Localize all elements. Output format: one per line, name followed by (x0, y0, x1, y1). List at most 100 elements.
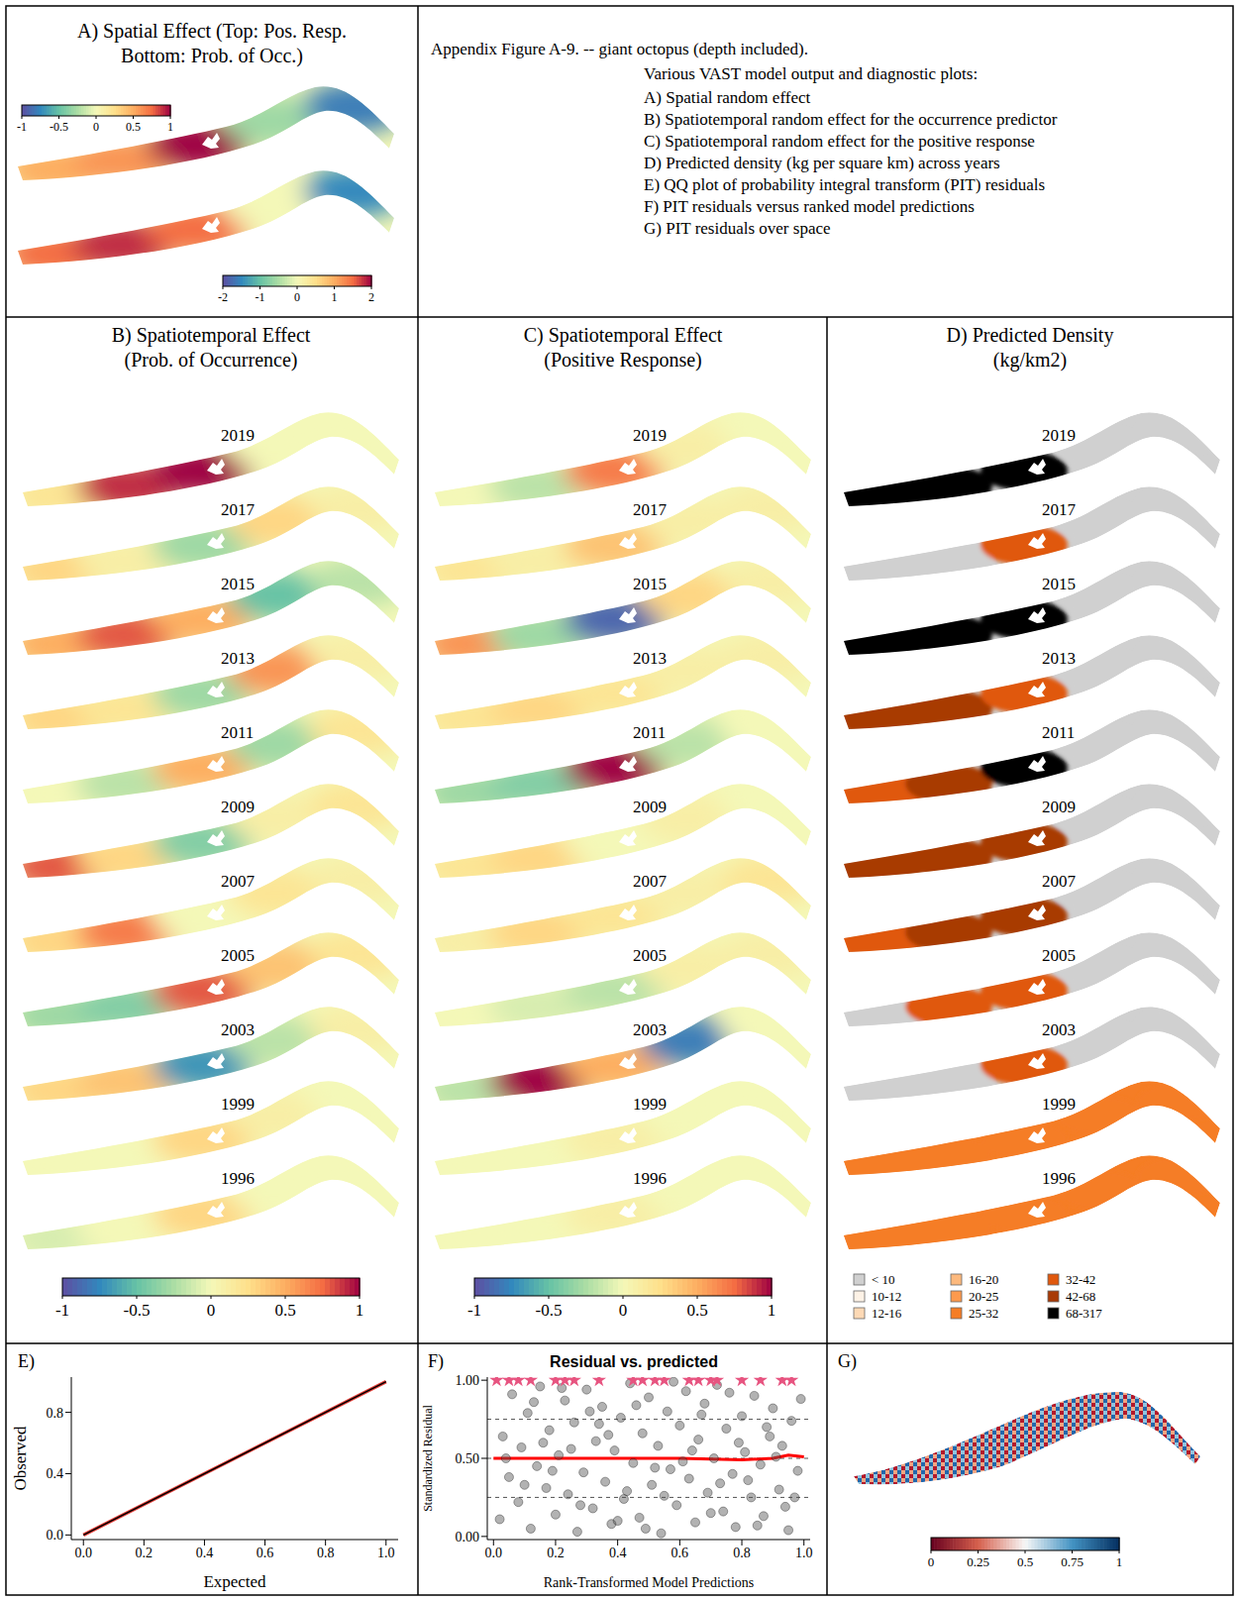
svg-text:0.5: 0.5 (1017, 1553, 1033, 1569)
svg-text:0.8: 0.8 (732, 1545, 751, 1560)
svg-text:1: 1 (1116, 1553, 1124, 1569)
svg-text:2011: 2011 (220, 722, 254, 742)
svg-text:12-16: 12-16 (871, 1305, 903, 1321)
svg-text:1999: 1999 (632, 1094, 667, 1114)
svg-text:2019: 2019 (220, 425, 255, 445)
svg-text:-1: -1 (255, 290, 266, 305)
svg-text:68-317: 68-317 (1065, 1305, 1103, 1321)
svg-text:2007: 2007 (1041, 871, 1077, 891)
svg-text:E) QQ plot of probability inte: E) QQ plot of probability integral trans… (643, 175, 1045, 195)
svg-text:1.0: 1.0 (795, 1545, 814, 1560)
svg-text:1996: 1996 (1041, 1168, 1076, 1188)
svg-text:0.4: 0.4 (196, 1545, 214, 1560)
svg-text:2019: 2019 (1041, 425, 1076, 445)
svg-text:G) PIT residuals over space: G) PIT residuals over space (643, 218, 831, 238)
svg-text:32-42: 32-42 (1065, 1271, 1096, 1287)
svg-text:-1: -1 (16, 119, 27, 134)
svg-text:0.8: 0.8 (316, 1545, 335, 1560)
svg-text:0.50: 0.50 (455, 1450, 481, 1466)
svg-text:2011: 2011 (1041, 722, 1075, 742)
svg-text:A) Spatial Effect (Top: Pos. R: A) Spatial Effect (Top: Pos. Resp. (77, 19, 347, 43)
svg-text:0.6: 0.6 (671, 1545, 690, 1560)
svg-text:0.5: 0.5 (686, 1300, 708, 1320)
svg-text:-0.5: -0.5 (123, 1300, 151, 1320)
svg-text:2017: 2017 (1041, 500, 1077, 519)
svg-text:2019: 2019 (632, 425, 667, 445)
svg-text:0: 0 (928, 1553, 935, 1569)
svg-text:1.00: 1.00 (455, 1372, 481, 1388)
svg-text:0.25: 0.25 (966, 1553, 990, 1569)
svg-text:(Positive Response): (Positive Response) (543, 348, 702, 372)
svg-text:0: 0 (93, 119, 100, 134)
svg-text:(Prob. of Occurrence): (Prob. of Occurrence) (124, 348, 299, 372)
svg-text:Observed: Observed (10, 1425, 30, 1491)
svg-text:2015: 2015 (1041, 574, 1076, 594)
svg-text:A) Spatial random effect: A) Spatial random effect (643, 88, 811, 107)
svg-text:-2: -2 (217, 290, 228, 305)
svg-text:B) Spatiotemporal Effect: B) Spatiotemporal Effect (111, 323, 311, 347)
svg-text:Residual vs. predicted: Residual vs. predicted (549, 1352, 719, 1370)
svg-text:0: 0 (294, 290, 301, 305)
svg-text:2009: 2009 (632, 797, 667, 817)
svg-text:0.4: 0.4 (46, 1465, 65, 1481)
svg-text:1.0: 1.0 (377, 1545, 396, 1560)
svg-text:10-12: 10-12 (871, 1288, 902, 1304)
svg-text:2013: 2013 (632, 648, 667, 668)
svg-text:0.4: 0.4 (609, 1545, 627, 1560)
svg-text:0.5: 0.5 (125, 119, 141, 134)
svg-text:2015: 2015 (220, 574, 255, 594)
svg-text:1999: 1999 (220, 1094, 255, 1114)
svg-text:D) Predicted Density: D) Predicted Density (946, 323, 1115, 347)
svg-text:-0.5: -0.5 (535, 1300, 563, 1320)
svg-text:Rank-Transformed Model Predict: Rank-Transformed Model Predictions (543, 1574, 755, 1590)
svg-text:1: 1 (355, 1300, 365, 1320)
svg-text:0: 0 (619, 1300, 628, 1320)
svg-text:2007: 2007 (632, 871, 668, 891)
svg-text:16-20: 16-20 (968, 1271, 999, 1287)
svg-text:(kg/km2): (kg/km2) (993, 348, 1067, 372)
svg-text:2007: 2007 (220, 871, 256, 891)
svg-text:0.0: 0.0 (46, 1527, 65, 1543)
svg-text:2003: 2003 (1041, 1020, 1076, 1039)
svg-text:-1: -1 (55, 1300, 70, 1320)
svg-text:1: 1 (331, 290, 338, 305)
svg-text:0.5: 0.5 (274, 1300, 296, 1320)
svg-text:2005: 2005 (632, 945, 667, 965)
svg-text:-1: -1 (467, 1300, 482, 1320)
svg-text:B) Spatiotemporal random effec: B) Spatiotemporal random effect for the … (643, 109, 1058, 129)
svg-text:Standardized Residual: Standardized Residual (420, 1404, 435, 1512)
svg-text:2017: 2017 (220, 500, 256, 519)
svg-text:Expected: Expected (203, 1571, 267, 1591)
svg-text:42-68: 42-68 (1065, 1288, 1096, 1304)
svg-text:2015: 2015 (632, 574, 667, 594)
svg-text:0.8: 0.8 (46, 1405, 65, 1421)
svg-text:F) PIT residuals versus ranked: F) PIT residuals versus ranked model pre… (643, 197, 975, 216)
svg-text:< 10: < 10 (871, 1271, 896, 1287)
svg-text:E): E) (17, 1350, 35, 1372)
svg-text:2011: 2011 (632, 722, 666, 742)
svg-text:0.2: 0.2 (546, 1545, 565, 1560)
svg-text:2013: 2013 (1041, 648, 1076, 668)
svg-text:2017: 2017 (632, 500, 668, 519)
svg-text:1: 1 (767, 1300, 777, 1320)
svg-text:2: 2 (368, 290, 375, 305)
svg-text:0.00: 0.00 (455, 1529, 481, 1545)
svg-text:2003: 2003 (632, 1020, 667, 1039)
svg-text:F): F) (427, 1350, 444, 1372)
svg-text:1996: 1996 (632, 1168, 667, 1188)
svg-text:0.0: 0.0 (74, 1545, 93, 1560)
svg-text:0: 0 (206, 1300, 216, 1320)
svg-text:0.0: 0.0 (485, 1545, 504, 1560)
svg-text:Various VAST model output and: Various VAST model output and diagnostic… (643, 64, 978, 84)
svg-text:0.75: 0.75 (1060, 1553, 1084, 1569)
svg-text:2013: 2013 (220, 648, 255, 668)
svg-text:C) Spatiotemporal random effec: C) Spatiotemporal random effect for the … (643, 131, 1035, 151)
svg-text:1996: 1996 (220, 1168, 255, 1188)
svg-text:-0.5: -0.5 (49, 119, 69, 134)
svg-text:2009: 2009 (1041, 797, 1076, 817)
svg-text:2005: 2005 (220, 945, 255, 965)
svg-text:D) Predicted density (kg per s: D) Predicted density (kg per square km) … (643, 153, 1001, 173)
svg-text:0.6: 0.6 (256, 1545, 275, 1560)
svg-text:20-25: 20-25 (968, 1288, 999, 1304)
svg-text:0.2: 0.2 (135, 1545, 154, 1560)
